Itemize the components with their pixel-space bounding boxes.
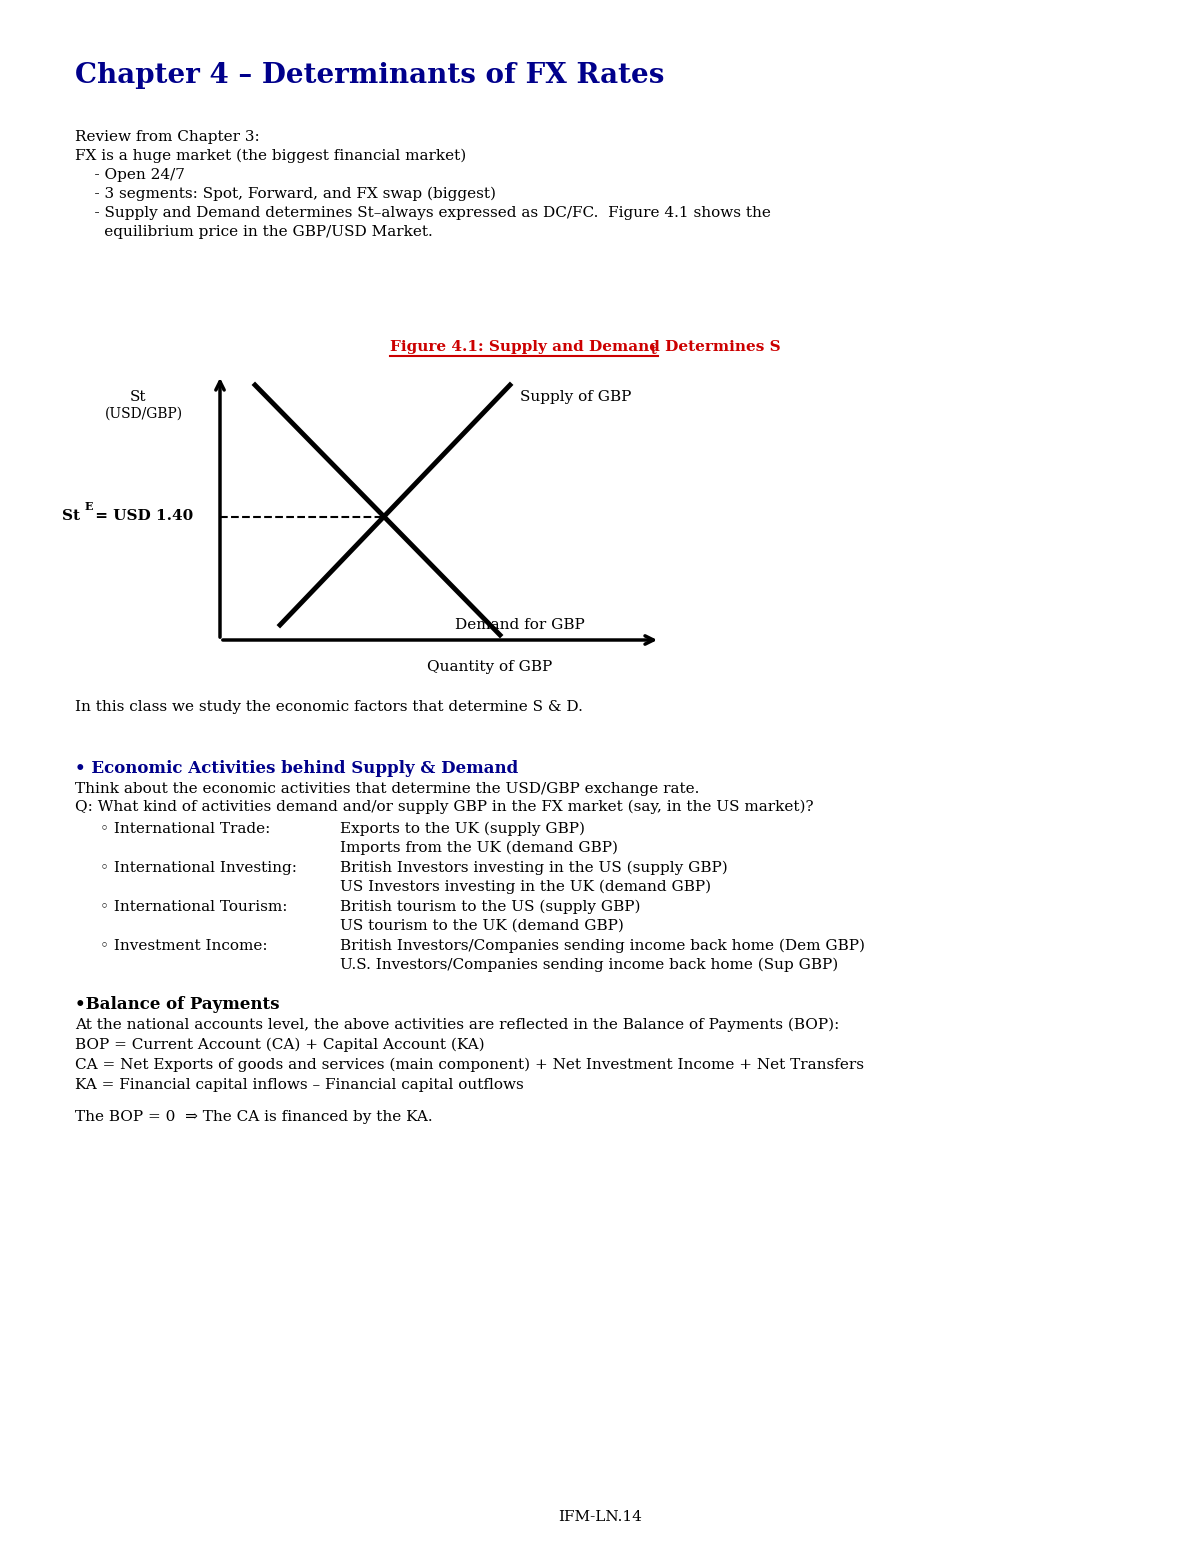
Text: St: St: [130, 390, 146, 404]
Text: Review from Chapter 3:: Review from Chapter 3:: [74, 130, 259, 144]
Text: Think about the economic activities that determine the USD/GBP exchange rate.: Think about the economic activities that…: [74, 783, 700, 797]
Text: FX is a huge market (the biggest financial market): FX is a huge market (the biggest financi…: [74, 149, 467, 163]
Text: ◦ Investment Income:: ◦ Investment Income:: [100, 940, 268, 954]
Text: IFM-LN.14: IFM-LN.14: [558, 1510, 642, 1523]
Text: •Balance of Payments: •Balance of Payments: [74, 995, 280, 1013]
Text: KA = Financial capital inflows – Financial capital outflows: KA = Financial capital inflows – Financi…: [74, 1078, 523, 1092]
Text: U.S. Investors/Companies sending income back home (Sup GBP): U.S. Investors/Companies sending income …: [340, 958, 839, 972]
Text: Q: What kind of activities demand and/or supply GBP in the FX market (say, in th: Q: What kind of activities demand and/or…: [74, 800, 814, 814]
Text: equilibrium price in the GBP/USD Market.: equilibrium price in the GBP/USD Market.: [74, 225, 433, 239]
Text: Exports to the UK (supply GBP): Exports to the UK (supply GBP): [340, 822, 586, 837]
Text: In this class we study the economic factors that determine S & D.: In this class we study the economic fact…: [74, 700, 583, 714]
Text: Demand for GBP: Demand for GBP: [455, 618, 584, 632]
Text: British Investors/Companies sending income back home (Dem GBP): British Investors/Companies sending inco…: [340, 940, 865, 954]
Text: BOP = Current Account (CA) + Capital Account (KA): BOP = Current Account (CA) + Capital Acc…: [74, 1037, 485, 1053]
Text: - 3 segments: Spot, Forward, and FX swap (biggest): - 3 segments: Spot, Forward, and FX swap…: [74, 186, 496, 202]
Text: Figure 4.1: Supply and Demand Determines S: Figure 4.1: Supply and Demand Determines…: [390, 340, 781, 354]
Text: • Economic Activities behind Supply & Demand: • Economic Activities behind Supply & De…: [74, 759, 518, 776]
Text: - Supply and Demand determines St–always expressed as DC/FC.  Figure 4.1 shows t: - Supply and Demand determines St–always…: [74, 207, 770, 221]
Text: = USD 1.40: = USD 1.40: [90, 508, 193, 522]
Text: - Open 24/7: - Open 24/7: [74, 168, 185, 182]
Text: At the national accounts level, the above activities are reflected in the Balanc: At the national accounts level, the abov…: [74, 1019, 839, 1033]
Text: Chapter 4 – Determinants of FX Rates: Chapter 4 – Determinants of FX Rates: [74, 62, 665, 89]
Text: E: E: [85, 500, 94, 511]
Text: ◦ International Investing:: ◦ International Investing:: [100, 860, 298, 874]
Text: ◦ International Tourism:: ◦ International Tourism:: [100, 901, 288, 915]
Text: British Investors investing in the US (supply GBP): British Investors investing in the US (s…: [340, 860, 727, 876]
Text: US tourism to the UK (demand GBP): US tourism to the UK (demand GBP): [340, 919, 624, 933]
Text: (USD/GBP): (USD/GBP): [106, 407, 184, 421]
Text: St: St: [62, 508, 80, 522]
Text: Quantity of GBP: Quantity of GBP: [427, 660, 553, 674]
Text: Supply of GBP: Supply of GBP: [520, 390, 631, 404]
Text: US Investors investing in the UK (demand GBP): US Investors investing in the UK (demand…: [340, 881, 712, 895]
Text: t: t: [650, 345, 656, 357]
Text: CA = Net Exports of goods and services (main component) + Net Investment Income : CA = Net Exports of goods and services (…: [74, 1058, 864, 1073]
Text: ◦ International Trade:: ◦ International Trade:: [100, 822, 270, 836]
Text: Imports from the UK (demand GBP): Imports from the UK (demand GBP): [340, 842, 618, 856]
Text: The BOP = 0  ⇒ The CA is financed by the KA.: The BOP = 0 ⇒ The CA is financed by the …: [74, 1110, 433, 1124]
Text: British tourism to the US (supply GBP): British tourism to the US (supply GBP): [340, 901, 641, 915]
